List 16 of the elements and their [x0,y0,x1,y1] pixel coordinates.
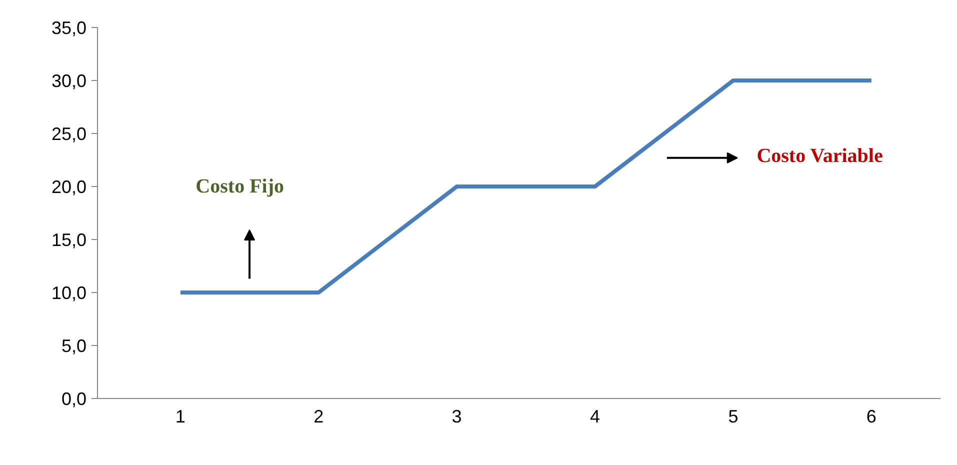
x-tick-label: 6 [866,406,876,426]
annotation: Costo Variable [756,144,883,167]
y-tick-label: 0,0 [61,389,87,409]
x-tick-label: 4 [590,406,600,426]
y-tick-label: 15,0 [51,230,87,250]
x-tick-label: 2 [314,406,324,426]
x-tick-label: 1 [175,406,186,426]
y-tick-label: 10,0 [51,283,87,303]
y-tick-label: 25,0 [51,124,87,144]
y-tick-label: 35,0 [51,18,87,38]
annotation: Costo Fijo [196,176,284,198]
y-tick-label: 30,0 [51,71,87,91]
y-tick-label: 20,0 [51,177,87,197]
x-tick-label: 3 [452,406,462,426]
x-tick-label: 5 [728,406,738,426]
y-tick-label: 5,0 [61,336,87,356]
